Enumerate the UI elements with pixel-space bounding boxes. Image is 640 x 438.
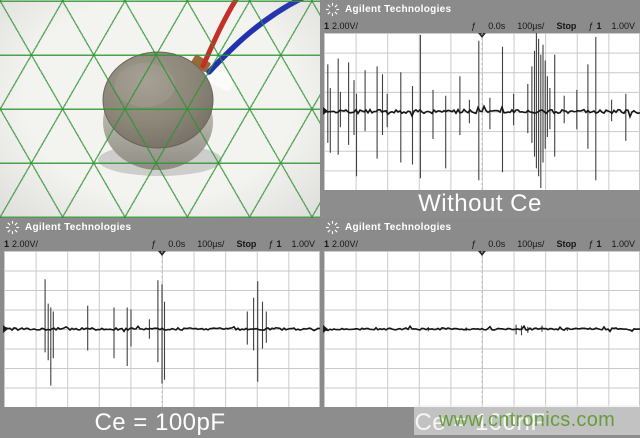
scope-ce-100pf: Agilent Technologies 1 2.00V/ ƒ 0.0s 100… (0, 218, 320, 438)
waveform-ce-100pf (4, 251, 320, 407)
agilent-logo-icon (325, 220, 340, 235)
trigger-position-icon: ƒ (151, 238, 157, 249)
trigger-position-icon: ƒ (471, 238, 477, 249)
acquisition-state: Stop (236, 238, 257, 249)
scope-ce-100nf: Agilent Technologies 1 2.00V/ ƒ 0.0s 100… (320, 218, 640, 438)
scope-status-row: 1 2.00V/ ƒ 0.0s 100µs/ Stop ƒ 1 1.00V (324, 18, 635, 33)
scope-caption: Without Ce (418, 190, 542, 217)
channel-number: 1 (324, 238, 330, 249)
scope-status-row: 1 2.00V/ ƒ 0.0s 100µs/ Stop ƒ 1 1.00V (4, 236, 315, 251)
left-edge-strip (320, 251, 324, 407)
edge-trigger-icon: ƒ (588, 238, 594, 249)
brand-text: Agilent Technologies (345, 222, 452, 233)
channel-number: 1 (4, 238, 10, 249)
time-offset: 0.0s (488, 20, 506, 31)
triangular-grid-paper (0, 0, 320, 218)
timebase: 100µs/ (197, 238, 225, 249)
scope-header: Agilent Technologies 1 2.00V/ ƒ 0.0s 100… (0, 218, 320, 251)
waveform-without-ce (324, 33, 640, 190)
watermark-text: www.cntronics.com (438, 408, 616, 431)
caption-bar: Without Ce (320, 190, 640, 218)
volts-per-div: 2.00V/ (332, 238, 359, 249)
acquisition-state: Stop (556, 20, 577, 31)
trigger-position-icon: ƒ (471, 20, 477, 31)
scope-graticule (320, 33, 640, 190)
left-edge-strip (0, 251, 4, 407)
volts-per-div: 2.00V/ (332, 20, 359, 31)
scope-without-ce: Agilent Technologies 1 2.00V/ ƒ 0.0s 100… (320, 0, 640, 218)
trigger-channel: 1 (596, 20, 602, 31)
scope-header: Agilent Technologies 1 2.00V/ ƒ 0.0s 100… (320, 0, 640, 33)
timebase: 100µs/ (517, 20, 545, 31)
photo-vignette (0, 0, 320, 218)
edge-trigger-icon: ƒ (268, 238, 274, 249)
scope-status-row: 1 2.00V/ ƒ 0.0s 100µs/ Stop ƒ 1 1.00V (324, 236, 635, 251)
motor-photo (0, 0, 320, 218)
scope-graticule (0, 251, 320, 407)
edge-trigger-icon: ƒ (588, 20, 594, 31)
caption-bar: Ce = 100pF (0, 407, 320, 438)
scope-header: Agilent Technologies 1 2.00V/ ƒ 0.0s 100… (320, 218, 640, 251)
trigger-marker-icon (478, 33, 486, 38)
left-edge-strip (320, 33, 324, 190)
acquisition-state: Stop (556, 238, 577, 249)
trigger-channel: 1 (596, 238, 602, 249)
brand-text: Agilent Technologies (25, 222, 132, 233)
scope-caption: Ce = 100pF (94, 408, 226, 436)
agilent-logo-icon (5, 220, 20, 235)
trigger-marker-icon (158, 251, 166, 256)
trigger-level: 1.00V (611, 20, 635, 31)
channel-number: 1 (324, 20, 330, 31)
trigger-channel: 1 (276, 238, 282, 249)
agilent-logo-icon (325, 2, 340, 17)
scope-graticule (320, 251, 640, 407)
volts-per-div: 2.00V/ (12, 238, 39, 249)
trigger-level: 1.00V (291, 238, 315, 249)
trigger-marker-icon (478, 251, 486, 256)
time-offset: 0.0s (488, 238, 506, 249)
trigger-level: 1.00V (611, 238, 635, 249)
time-offset: 0.0s (168, 238, 186, 249)
site-watermark: www.cntronics.com (414, 405, 640, 435)
timebase: 100µs/ (517, 238, 545, 249)
brand-text: Agilent Technologies (345, 4, 452, 15)
waveform-ce-100nf (324, 251, 640, 407)
